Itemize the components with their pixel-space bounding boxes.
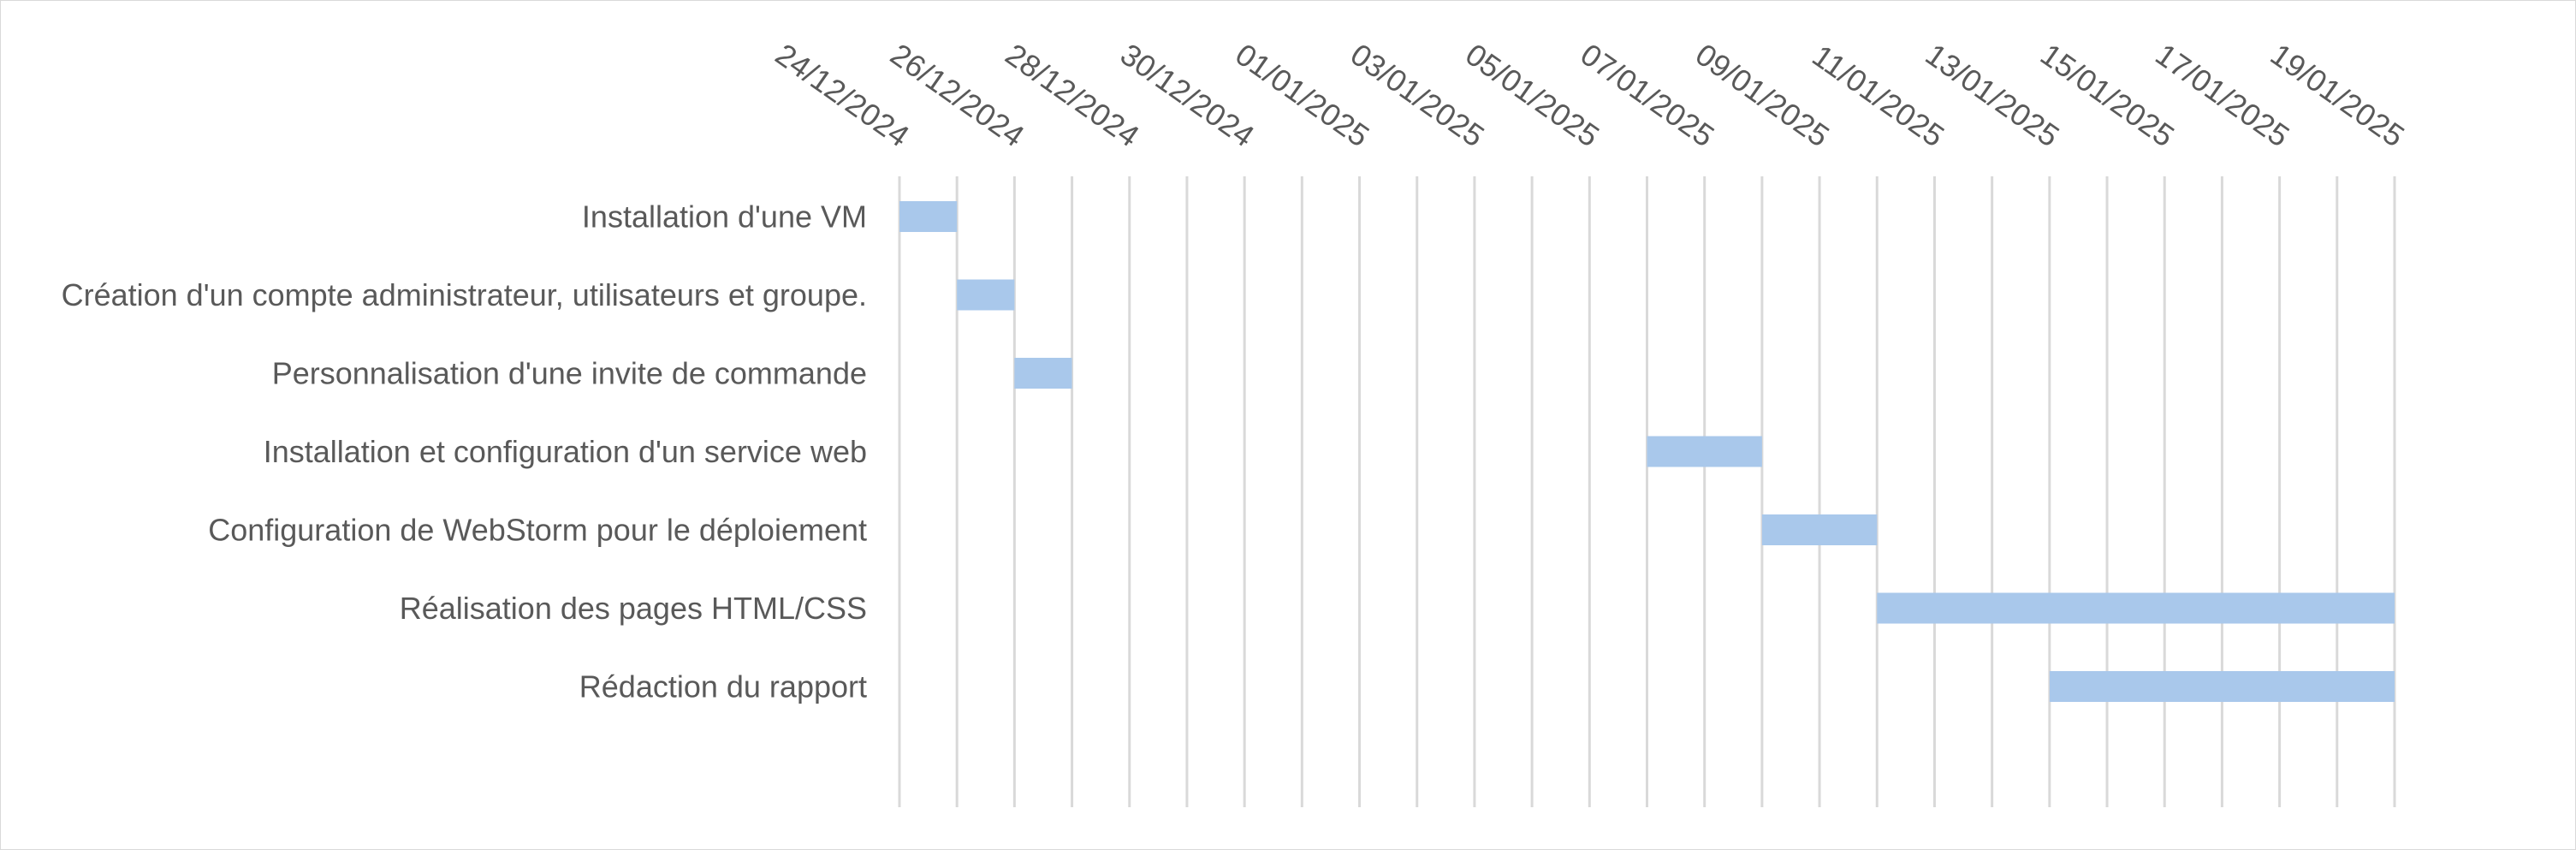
gridlines	[898, 176, 2396, 807]
task-label: Installation et configuration d'un servi…	[264, 434, 867, 469]
task-bar	[1877, 592, 2395, 624]
task-label: Personnalisation d'une invite de command…	[272, 356, 867, 391]
bars	[899, 201, 2395, 702]
task-bar	[1761, 514, 1878, 545]
task-bar	[1647, 436, 1762, 467]
task-label: Réalisation des pages HTML/CSS	[400, 591, 867, 626]
task-bar	[2049, 671, 2395, 702]
x-tick-labels: 24/12/202426/12/202428/12/202430/12/2024…	[769, 37, 2411, 154]
task-bar	[957, 279, 1015, 311]
task-bar	[1014, 358, 1072, 389]
task-label: Création d'un compte administrateur, uti…	[62, 277, 867, 312]
task-labels: Installation d'une VM Création d'un compt…	[62, 199, 867, 704]
task-label: Rédaction du rapport	[579, 669, 867, 704]
task-label: Installation d'une VM	[582, 199, 867, 235]
task-label: Configuration de WebStorm pour le déploi…	[208, 513, 867, 548]
task-bar	[899, 201, 958, 232]
